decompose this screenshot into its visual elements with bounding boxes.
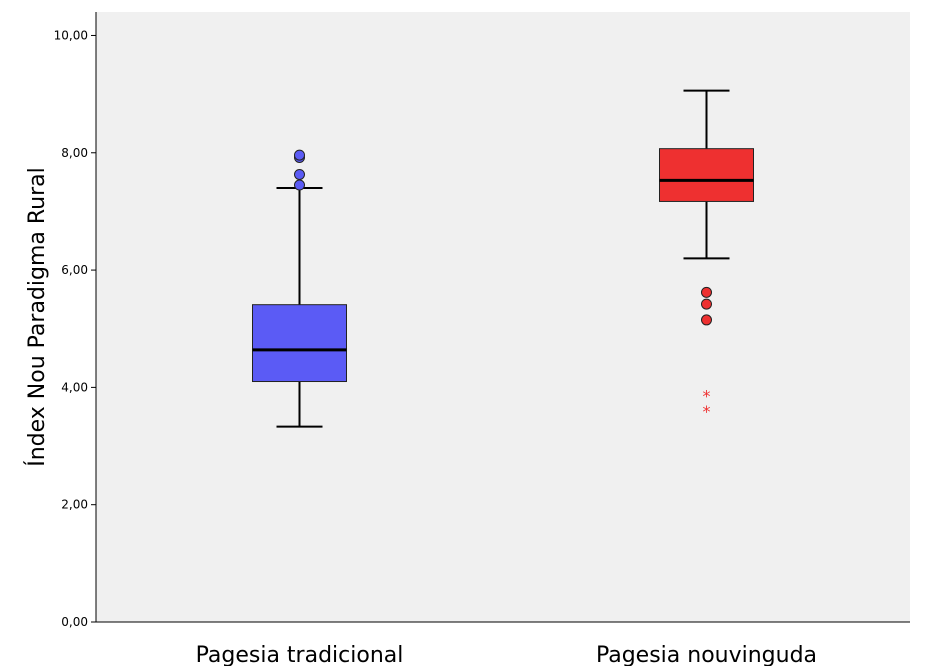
y-tick-label: 4,00 [61, 380, 88, 394]
extreme-point: * [703, 402, 711, 421]
y-axis-title: Índex Nou Paradigma Rural [24, 167, 50, 467]
outlier-point [294, 149, 305, 161]
box-iqr [659, 148, 754, 202]
outlier-point [294, 168, 305, 180]
y-tick-label: 8,00 [61, 146, 88, 160]
plot-area [96, 12, 910, 622]
y-tick-label: 0,00 [61, 615, 88, 629]
x-axis-categories: Pagesia tradicional Pagesia nouvinguda [196, 643, 817, 666]
extreme-point: * [703, 387, 711, 406]
y-axis-ticks: 0,00 2,00 4,00 6,00 8,00 10,00 [54, 28, 96, 629]
y-tick-label: 2,00 [61, 498, 88, 512]
outlier-point [701, 286, 712, 298]
x-category-label: Pagesia nouvinguda [596, 643, 817, 666]
box-iqr [252, 304, 347, 383]
y-tick-label: 10,00 [54, 28, 88, 42]
outlier-point [701, 314, 712, 326]
y-tick-label: 6,00 [61, 263, 88, 277]
outlier-point [701, 298, 712, 310]
x-category-label: Pagesia tradicional [196, 643, 404, 666]
outlier-point [294, 179, 305, 191]
chart-marks: ** [252, 89, 754, 428]
